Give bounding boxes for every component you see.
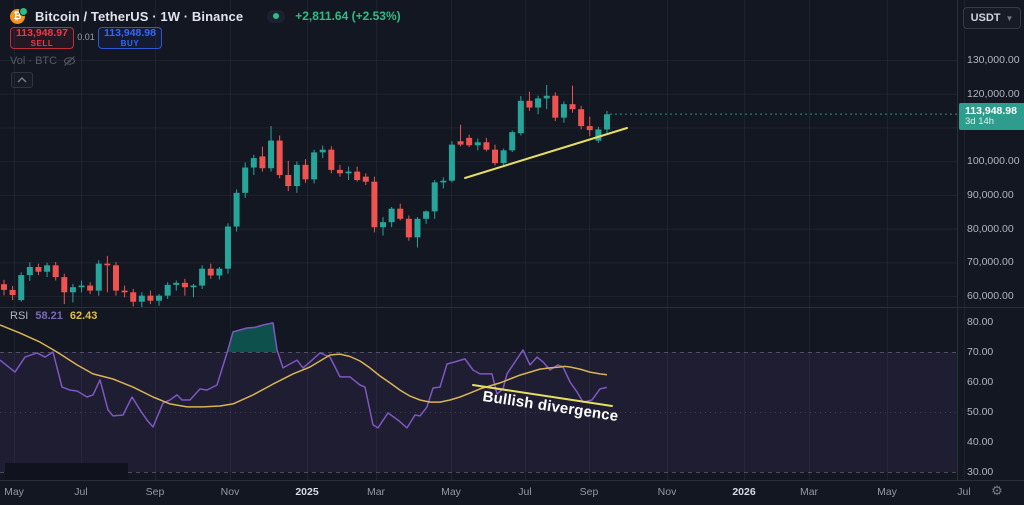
symbol-title[interactable]: Bitcoin / TetherUS · 1W · Binance [35, 8, 244, 24]
sell-button[interactable]: 113,948.97 SELL [10, 27, 74, 49]
volume-legend-text: Vol · BTC [10, 55, 58, 67]
currency-dropdown[interactable]: USDT ▼ [963, 7, 1021, 29]
sell-label: SELL [30, 38, 54, 48]
buy-label: BUY [120, 38, 140, 48]
time-axis-label: Nov [657, 486, 677, 498]
currency-label: USDT [970, 12, 1001, 24]
rsi-ma-value: 62.43 [69, 310, 98, 322]
eye-slash-icon[interactable] [63, 55, 76, 67]
time-axis-label: Sep [579, 486, 599, 498]
rsi-title: RSI [10, 310, 29, 322]
time-axis-label: 2025 [295, 486, 319, 498]
symbol-legend[interactable]: ₿ Bitcoin / TetherUS · 1W · Binance +2,8… [10, 6, 401, 25]
axis-settings-gear-icon[interactable]: ⚙ [991, 483, 1003, 498]
last-price-badge: 113,948.98 3d 14h [959, 103, 1024, 130]
market-open-dot-icon [273, 13, 280, 19]
time-axis-label: Mar [366, 486, 386, 498]
spread-value: 0.01 [77, 32, 95, 42]
time-axis-label: 2026 [732, 486, 756, 498]
time-axis-label: Nov [220, 486, 240, 498]
time-axis-label: Jul [957, 486, 971, 498]
rsi-legend[interactable]: RSI 58.21 62.43 [10, 310, 97, 322]
pane-collapse-button[interactable] [11, 72, 33, 88]
last-price-value: 113,948.98 [965, 105, 1017, 117]
market-status-pill[interactable] [267, 9, 286, 23]
trade-buttons: 113,948.97 SELL 0.01 113,948.98 BUY [10, 27, 162, 49]
btc-usdt-pair-icon: ₿ [10, 6, 28, 25]
bar-countdown: 3d 14h [965, 116, 995, 128]
buy-price: 113,948.98 [104, 27, 156, 40]
sell-price: 113,948.97 [16, 27, 68, 40]
time-axis-label: Sep [145, 486, 165, 498]
chevron-down-icon: ▼ [1005, 13, 1014, 23]
chevron-up-icon [17, 77, 27, 83]
time-axis-label: May [441, 486, 461, 498]
time-axis-label: May [4, 486, 24, 498]
price-change-text: +2,811.64 (+2.53%) [295, 9, 401, 23]
buy-button[interactable]: 113,948.98 BUY [98, 27, 162, 49]
time-axis[interactable]: May Jul Sep Nov 2025 Mar May Jul Sep Nov 2026 Mar Ma… [0, 480, 1024, 505]
rsi-value: 58.21 [35, 310, 63, 322]
volume-legend: Vol · BTC [10, 55, 76, 67]
time-axis-label: Mar [799, 486, 819, 498]
time-axis-label: May [877, 486, 897, 498]
tether-logo-icon [19, 6, 28, 16]
time-axis-label: Jul [74, 486, 88, 498]
time-axis-label: Jul [518, 486, 532, 498]
